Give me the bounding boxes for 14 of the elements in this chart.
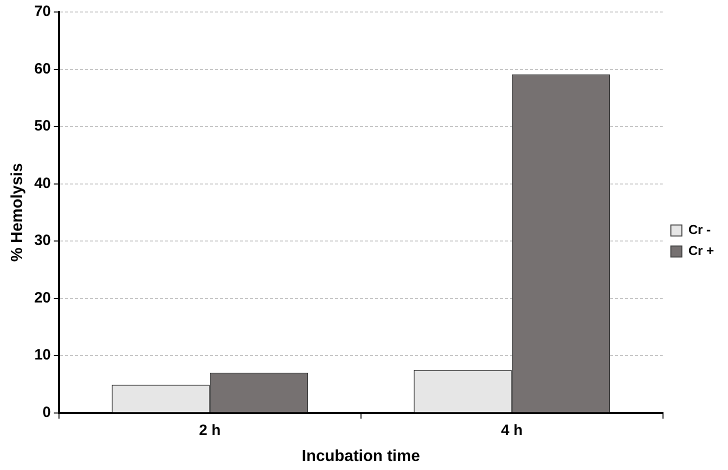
y-tick-label: 60 [34, 60, 51, 78]
legend-label: Cr + [688, 243, 714, 258]
x-tick-label: 4 h [501, 422, 523, 439]
y-tick-label: 0 [42, 404, 51, 421]
y-tick-label: 20 [34, 289, 51, 306]
y-tick-label: 40 [34, 174, 51, 192]
y-tick-label: 70 [34, 3, 51, 20]
y-tick-label: 10 [34, 346, 51, 364]
x-axis-title: Incubation time [302, 448, 420, 465]
y-axis-title: % Hemolysis [9, 162, 26, 262]
y-tick-label: 50 [34, 118, 51, 135]
x-tick-label: 2 h [199, 422, 221, 439]
y-tick-label: 30 [34, 232, 51, 250]
legend-label: Cr - [688, 222, 711, 238]
